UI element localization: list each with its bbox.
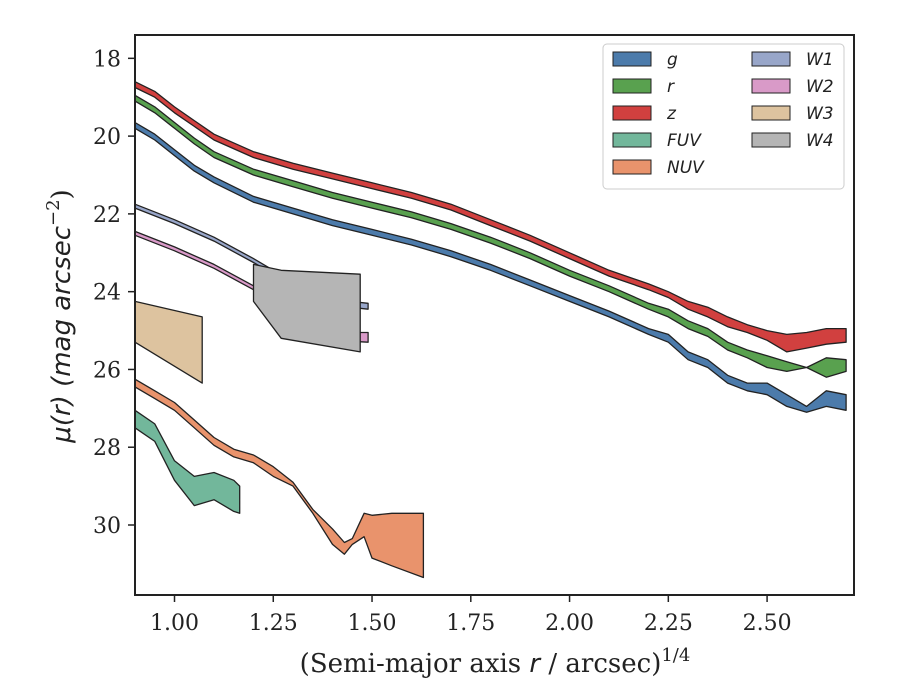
legend: grz FUV NUV W1 W2 W3 W4 bbox=[602, 43, 845, 190]
legend-swatch-fuv bbox=[612, 132, 652, 148]
x-tick-label: 1.50 bbox=[348, 611, 397, 636]
legend-label-nuv: NUV bbox=[667, 158, 705, 178]
legend-swatch-w2 bbox=[751, 78, 791, 94]
legend-swatch-w1 bbox=[751, 51, 791, 67]
y-tick-label: 20 bbox=[93, 125, 121, 150]
y-tick-label: 28 bbox=[93, 436, 121, 461]
band-w1 bbox=[134, 203, 369, 310]
y-tick-label: 24 bbox=[93, 281, 121, 306]
legend-label-g: g bbox=[667, 50, 678, 70]
y-tick-label: 26 bbox=[93, 358, 121, 383]
legend-label-w4: W4 bbox=[806, 131, 834, 151]
plot-frame bbox=[134, 34, 855, 596]
band-w3 bbox=[134, 300, 203, 384]
legend-label-w3: W3 bbox=[806, 104, 834, 124]
x-tick-label: 1.25 bbox=[249, 611, 298, 636]
y-axis-title: μ(r) (mag arcsec−2) bbox=[43, 189, 77, 443]
band-w4 bbox=[252, 263, 361, 353]
legend-swatch-w4 bbox=[751, 132, 791, 148]
x-tick-label: 2.50 bbox=[743, 611, 792, 636]
legend-label-z: z bbox=[666, 104, 677, 124]
bands-layer bbox=[134, 81, 847, 579]
ticks-layer: 1.00 1.25 1.50 1.75 2.00 2.25 2.50 18 20 22 24 26 28… bbox=[93, 47, 792, 636]
x-tick-label: 2.25 bbox=[644, 611, 693, 636]
legend-label-w1: W1 bbox=[806, 50, 834, 70]
legend-swatch-z bbox=[612, 105, 652, 121]
legend-swatch-r bbox=[612, 78, 652, 94]
legend-label-fuv: FUV bbox=[667, 131, 702, 151]
legend-swatch-g bbox=[612, 51, 652, 67]
x-tick-label: 1.75 bbox=[446, 611, 495, 636]
band-w2 bbox=[134, 230, 369, 343]
legend-label-r: r bbox=[667, 77, 675, 97]
legend-swatch-nuv bbox=[612, 159, 652, 175]
band-z bbox=[134, 81, 847, 353]
band-nuv bbox=[134, 378, 425, 579]
y-tick-label: 22 bbox=[93, 203, 121, 228]
y-tick-label: 30 bbox=[93, 514, 121, 539]
y-tick-label: 18 bbox=[93, 47, 121, 72]
x-axis-title: (Semi-major axis r / arcsec)1/4 bbox=[300, 645, 691, 679]
x-tick-label: 2.00 bbox=[545, 611, 594, 636]
legend-label-w2: W2 bbox=[806, 77, 834, 97]
band-r bbox=[134, 94, 847, 378]
x-tick-label: 1.00 bbox=[150, 611, 199, 636]
band-fuv bbox=[134, 409, 241, 514]
legend-swatch-w3 bbox=[751, 105, 791, 121]
band-g bbox=[134, 121, 847, 413]
